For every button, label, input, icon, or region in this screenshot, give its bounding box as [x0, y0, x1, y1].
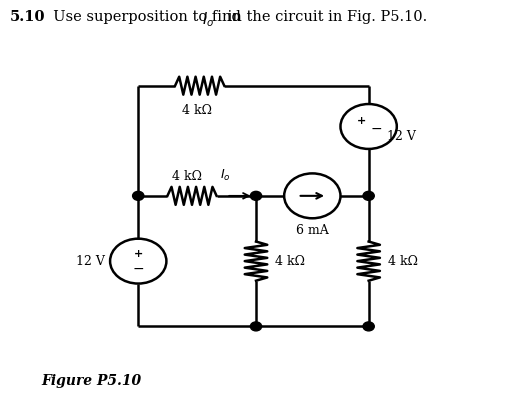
- Circle shape: [250, 322, 262, 331]
- Circle shape: [133, 191, 144, 200]
- Text: $I_o$: $I_o$: [202, 10, 215, 29]
- Text: Use superposition to find: Use superposition to find: [44, 10, 245, 24]
- Circle shape: [250, 191, 262, 200]
- Text: +: +: [357, 116, 367, 126]
- Text: 4 kΩ: 4 kΩ: [388, 255, 418, 268]
- Text: +: +: [134, 249, 143, 259]
- Circle shape: [363, 322, 374, 331]
- Text: 4 kΩ: 4 kΩ: [172, 170, 202, 183]
- Text: −: −: [133, 262, 144, 275]
- Circle shape: [363, 191, 374, 200]
- Text: Figure P5.10: Figure P5.10: [41, 375, 141, 388]
- Text: $I_o$: $I_o$: [220, 168, 231, 183]
- Text: 5.10: 5.10: [10, 10, 46, 24]
- Text: 4 kΩ: 4 kΩ: [275, 255, 306, 268]
- Text: 12 V: 12 V: [76, 255, 105, 268]
- Text: 6 mA: 6 mA: [296, 224, 329, 237]
- Text: in the circuit in Fig. P5.10.: in the circuit in Fig. P5.10.: [223, 10, 427, 24]
- Text: −: −: [371, 122, 382, 136]
- Text: 4 kΩ: 4 kΩ: [182, 104, 212, 117]
- Text: 12 V: 12 V: [387, 130, 415, 143]
